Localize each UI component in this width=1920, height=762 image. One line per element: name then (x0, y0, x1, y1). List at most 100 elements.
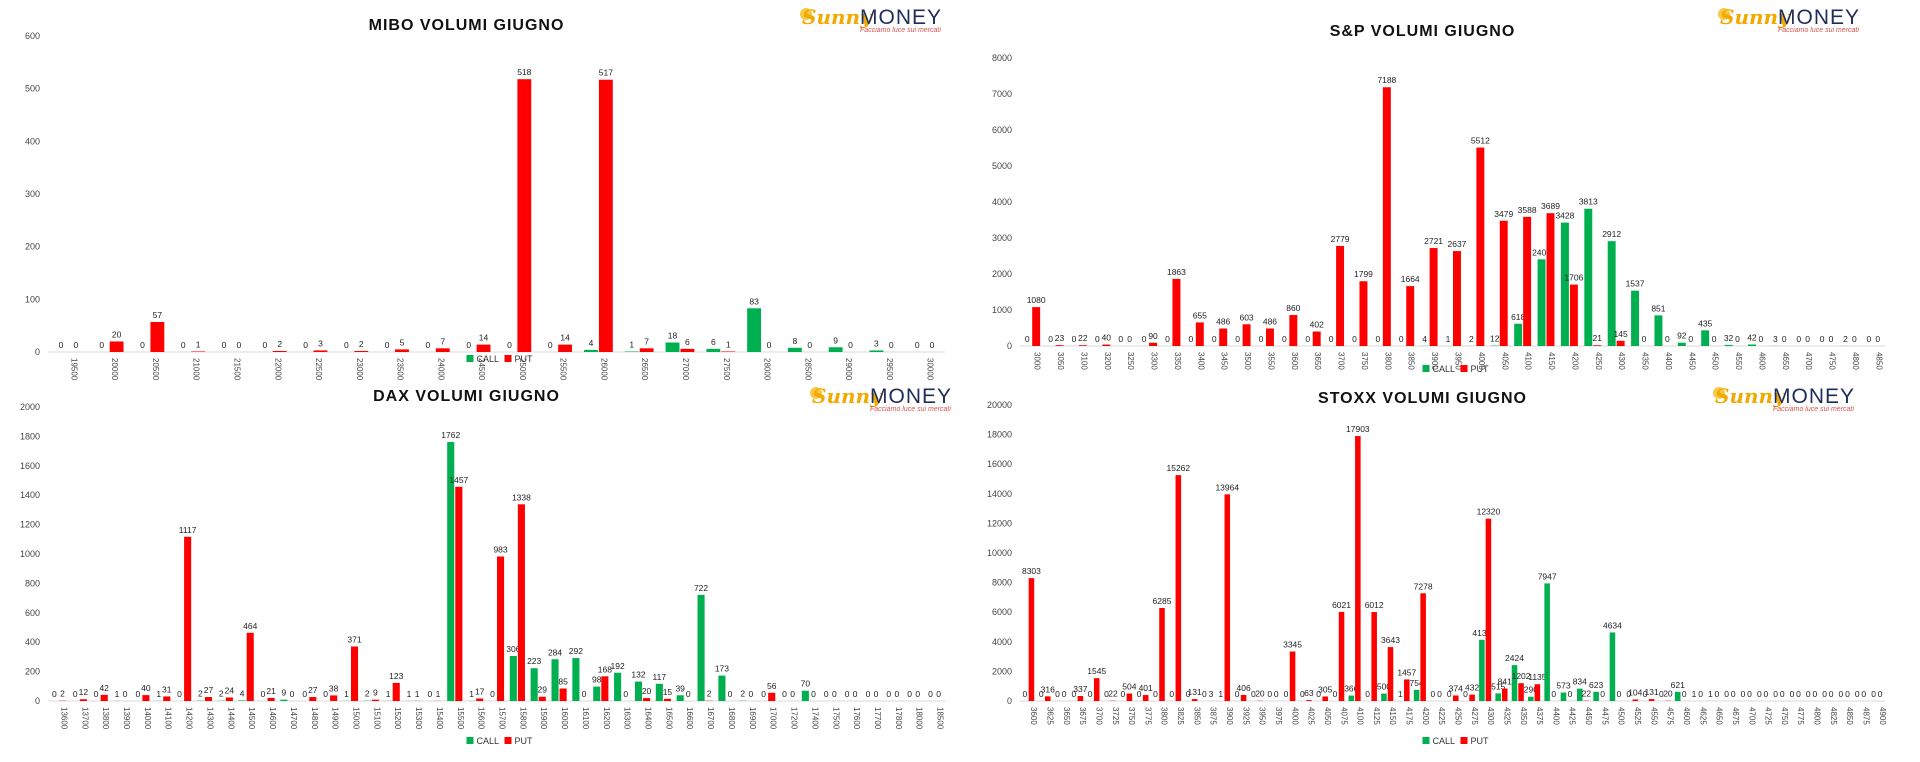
call-data-label: 0 (1023, 689, 1028, 699)
call-data-label: 1537 (1626, 279, 1645, 289)
put-data-label: 20 (1663, 689, 1673, 699)
put-data-label: 0 (686, 689, 691, 699)
x-tick-label: 18500 (936, 707, 945, 730)
put-bar (1242, 324, 1251, 346)
logo-part1: Sunny (802, 5, 873, 29)
call-bar (665, 342, 680, 352)
put-data-label: 0 (1812, 689, 1817, 699)
call-data-label: 1 (1218, 689, 1223, 699)
y-tick-label: 4000 (992, 637, 1012, 647)
put-data-label: 0 (73, 340, 78, 350)
call-bar (1528, 696, 1534, 701)
put-data-label: 0 (1829, 689, 1834, 699)
chart-legend: CALL PUT (1422, 736, 1489, 746)
logo-part1: Sunny (812, 384, 883, 408)
x-tick-label: 17700 (873, 707, 882, 730)
x-tick-label: 28000 (763, 358, 772, 381)
put-bar (204, 697, 213, 701)
x-tick-label: 4275 (1470, 707, 1479, 725)
put-data-label: 1 (196, 339, 201, 349)
call-data-label: 0 (302, 689, 307, 699)
logo-part2: MONEY (860, 6, 942, 29)
x-tick-label: 25500 (559, 358, 568, 381)
x-tick-label: 14000 (143, 707, 152, 730)
call-bar (1511, 665, 1518, 701)
x-tick-label: 4500 (1617, 707, 1626, 725)
put-data-label: 337 (1073, 684, 1087, 694)
sun-icon (1718, 8, 1730, 20)
put-data-label: 6285 (1153, 596, 1172, 606)
x-tick-label: 4850 (1874, 352, 1883, 370)
call-bar (572, 658, 580, 701)
y-tick-label: 14000 (987, 489, 1012, 499)
x-tick-label: 30000 (926, 358, 935, 381)
x-tick-label: 4575 (1666, 707, 1675, 725)
call-data-label: 0 (59, 340, 64, 350)
call-data-label: 0 (1072, 334, 1077, 344)
y-tick-label: 10000 (987, 548, 1012, 558)
put-bar (455, 486, 463, 701)
put-bar (1546, 213, 1555, 346)
put-data-label: 517 (599, 68, 613, 78)
x-tick-label: 4700 (1747, 707, 1756, 725)
x-tick-label: 14400 (226, 707, 235, 730)
put-bar (395, 349, 409, 352)
call-data-label: 0 (1188, 334, 1193, 344)
put-data-label: 1457 (1397, 667, 1416, 677)
call-data-label: 0 (1866, 334, 1871, 344)
put-data-label: 22 (1108, 689, 1118, 699)
call-data-label: 0 (1095, 334, 1100, 344)
put-data-label: 0 (930, 340, 935, 350)
x-tick-label: 21000 (192, 358, 201, 381)
put-bar (79, 699, 87, 701)
put-data-label: 0 (1782, 334, 1787, 344)
put-data-label: 8303 (1022, 566, 1041, 576)
call-data-label: 292 (569, 646, 583, 656)
call-data-label: 0 (1202, 689, 1207, 699)
logo-tagline: Facciamo luce sui mercati (1773, 406, 1854, 413)
call-bar (1413, 689, 1420, 701)
put-data-label: 1 (436, 689, 441, 699)
call-data-label: 754 (1409, 678, 1423, 688)
put-bar (354, 350, 369, 352)
x-tick-label: 4250 (1454, 707, 1463, 725)
call-data-label: 0 (466, 340, 471, 350)
call-data-label: 0 (177, 689, 182, 699)
y-tick-label: 0 (1007, 696, 1012, 706)
put-data-label: 56 (767, 681, 777, 691)
call-data-label: 284 (548, 647, 562, 657)
call-data-label: 0 (1724, 689, 1729, 699)
put-bar (1359, 281, 1368, 346)
x-tick-label: 4600 (1757, 352, 1766, 370)
chart-title: DAX VOLUMI GIUGNO (373, 388, 560, 405)
call-bar (1348, 695, 1355, 701)
y-tick-label: 7000 (992, 89, 1012, 99)
call-data-label: 3813 (1579, 197, 1598, 207)
y-tick-label: 6000 (992, 607, 1012, 617)
put-data-label: 0 (1698, 689, 1703, 699)
x-tick-label: 3625 (1045, 707, 1054, 725)
put-data-label: 0 (832, 689, 837, 699)
call-data-label: 0 (1055, 689, 1060, 699)
put-data-label: 20 (642, 686, 652, 696)
put-bar (350, 646, 359, 701)
put-bar (1406, 286, 1415, 346)
logo-part1: Sunny (1720, 5, 1791, 29)
put-data-label: 1 (415, 689, 420, 699)
call-data-label: 0 (262, 340, 267, 350)
put-bar (1240, 694, 1247, 701)
x-tick-label: 3950 (1454, 352, 1463, 370)
put-bar (1289, 651, 1296, 701)
put-data-label: 432 (1465, 683, 1479, 693)
call-bar (1537, 259, 1546, 346)
call-data-label: 12 (1490, 334, 1500, 344)
call-bar (1381, 693, 1387, 701)
legend-call-swatch (466, 355, 474, 362)
x-tick-label: 22500 (314, 358, 323, 381)
put-bar (1044, 696, 1051, 701)
put-bar (639, 348, 654, 352)
x-tick-label: 4000 (1477, 352, 1486, 370)
put-bar (1569, 284, 1578, 346)
call-data-label: 0 (1282, 334, 1287, 344)
